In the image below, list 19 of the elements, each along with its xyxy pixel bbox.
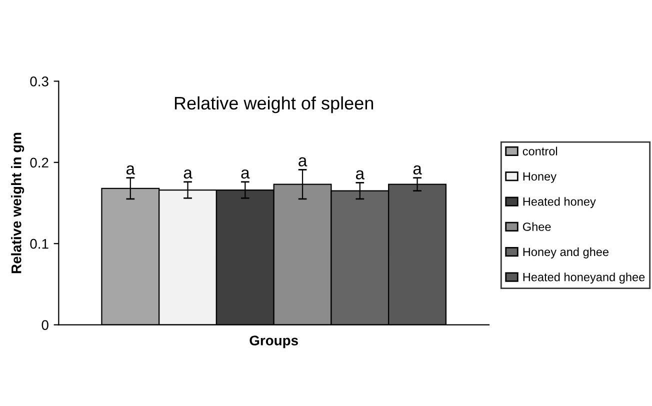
legend-label: Honey bbox=[523, 172, 556, 183]
y-axis-title: Relative weight in gm bbox=[11, 132, 24, 274]
annotation: a bbox=[356, 170, 365, 180]
annotation: a bbox=[413, 165, 422, 175]
y-tick-label: 0.2 bbox=[30, 158, 48, 168]
y-tick-label: 0.3 bbox=[30, 76, 48, 86]
legend-label: Heated honeyand ghee bbox=[523, 272, 645, 284]
annotation: a bbox=[184, 169, 192, 179]
text: Relative weight of spleen bbox=[174, 96, 374, 114]
x-axis-title: Groups bbox=[250, 336, 298, 348]
y-tick-label: 0 bbox=[42, 320, 48, 330]
annotation: a bbox=[298, 157, 308, 166]
legend-label: Heated honey bbox=[523, 197, 596, 208]
legend-label: Ghee bbox=[522, 222, 551, 231]
legend-label: control bbox=[522, 146, 558, 156]
legend-label: Honey and ghee bbox=[523, 247, 609, 258]
annotation: a bbox=[241, 169, 250, 179]
y-tick-label: 0.1 bbox=[30, 238, 48, 249]
annotation: a bbox=[126, 165, 136, 175]
